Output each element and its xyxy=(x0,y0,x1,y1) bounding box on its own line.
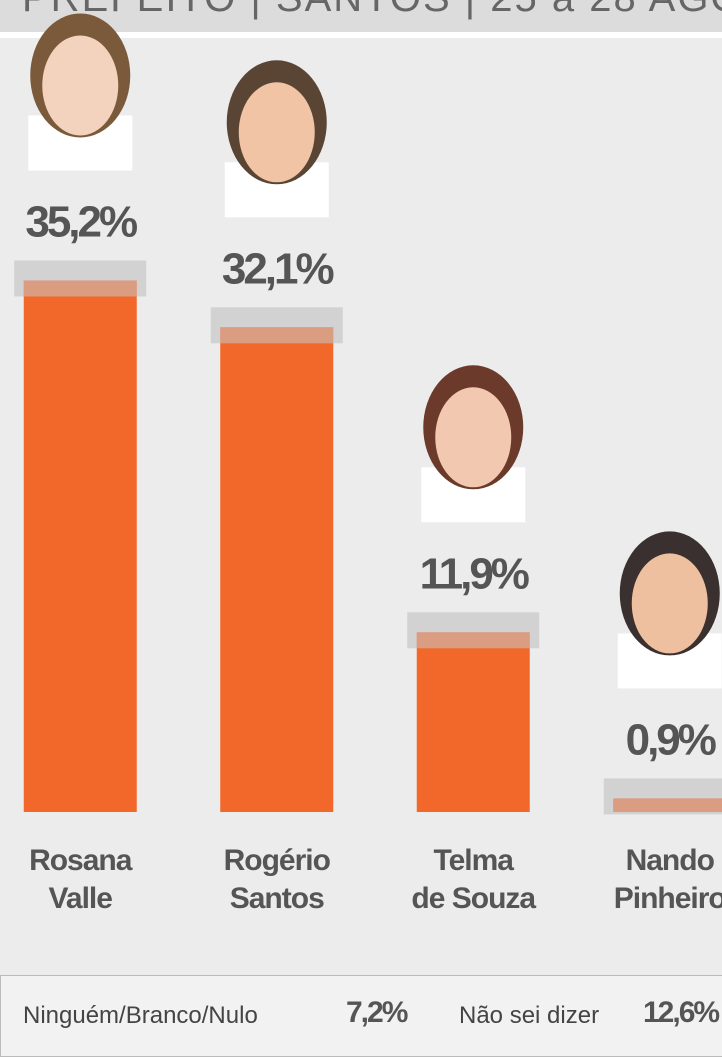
footer: Ninguém/Branco/Nulo 7,2% Não sei dizer 1… xyxy=(0,975,722,1057)
portrait-face xyxy=(42,35,118,135)
bar xyxy=(24,280,137,812)
category-label: Rosana Valle xyxy=(0,842,160,918)
category-label: Nando Pinheiro xyxy=(590,842,722,918)
bar-cap-overlay xyxy=(220,327,333,343)
portrait-face xyxy=(239,82,315,182)
footer-label: Não sei dizer xyxy=(459,1002,599,1030)
portrait-face xyxy=(632,553,708,653)
value-label: 35,2% xyxy=(25,197,137,246)
category-label: Rogério Santos xyxy=(197,842,357,918)
value-label: 32,1% xyxy=(222,244,334,293)
chart: 35,2% 32,1% 11,9% 0,9% xyxy=(0,0,722,970)
bar-cap-overlay xyxy=(613,798,722,812)
bar xyxy=(220,327,333,812)
bar-cap-overlay xyxy=(417,632,530,648)
page: PREFEITO | SANTOS | 25 a 28 AGO 202 35,2… xyxy=(0,0,722,1051)
footer-value: 7,2% xyxy=(346,996,406,1030)
bar-cap-overlay xyxy=(24,280,137,296)
footer-label: Ninguém/Branco/Nulo xyxy=(23,1002,258,1030)
value-label: 11,9% xyxy=(420,549,529,598)
category-label: Telma de Souza xyxy=(393,842,553,918)
footer-value: 12,6% xyxy=(643,996,718,1030)
value-label: 0,9% xyxy=(626,715,716,764)
bar xyxy=(417,632,530,812)
portrait-face xyxy=(435,387,511,487)
